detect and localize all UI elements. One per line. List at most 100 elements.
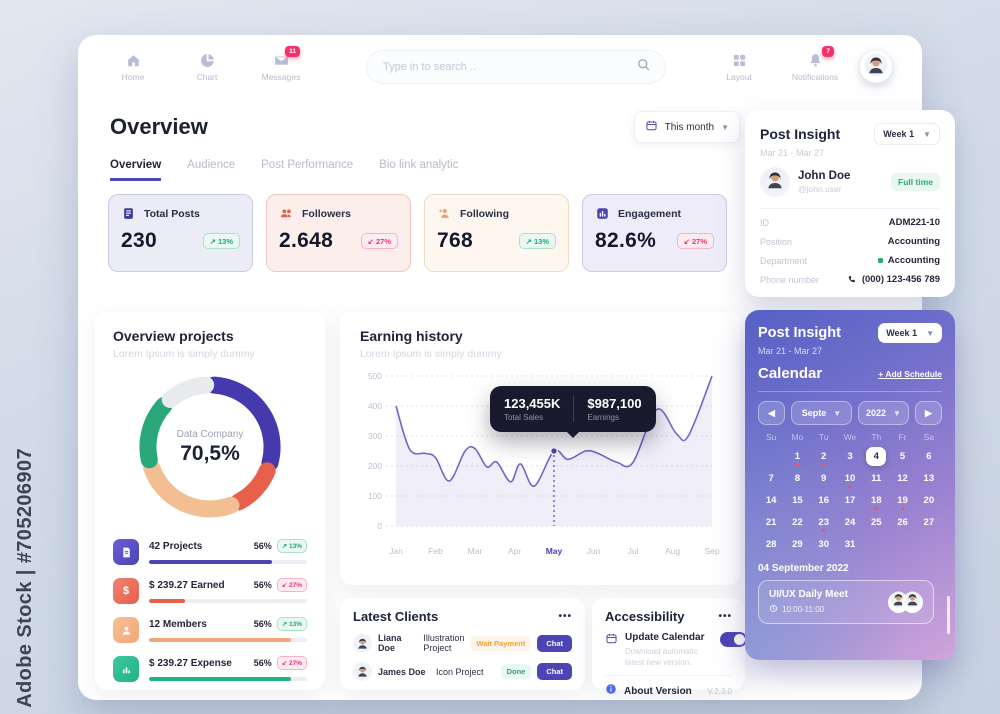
calendar-day-31[interactable]: 31 [844, 539, 856, 550]
calendar-day-21[interactable]: 21 [765, 517, 777, 528]
donut-chart: Data Company 70,5% [131, 368, 289, 526]
calendar-day-29[interactable]: 29 [792, 539, 803, 550]
stock-watermark: Adobe Stock | #705206907 [14, 448, 36, 708]
tab-overview[interactable]: Overview [110, 159, 162, 181]
calendar-day-17[interactable]: 17 [844, 495, 856, 506]
calendar-day-7[interactable]: 7 [768, 473, 774, 484]
chevron-down-icon: ▼ [833, 408, 842, 418]
insight-week-dropdown[interactable]: Week 1 ▼ [874, 123, 940, 145]
avatar [353, 633, 372, 653]
calendar-day-19[interactable]: 19 [889, 490, 915, 511]
calendar-day-28[interactable]: 28 [765, 539, 777, 550]
prev-month-button[interactable]: ◀ [758, 401, 785, 425]
year-dropdown[interactable]: 2022 ▼ [857, 401, 909, 425]
profile-handle: @john.user [798, 184, 842, 194]
divider [758, 391, 942, 392]
calendar-day-10[interactable]: 10 [837, 468, 863, 489]
members-icon [113, 617, 139, 643]
status-badge: Done [500, 664, 532, 679]
tooltip-divider [573, 396, 575, 422]
field-value: (000) 123-456 789 [847, 274, 940, 285]
tab-post-performance[interactable]: Post Performance [261, 159, 354, 171]
event-card[interactable]: UI/UX Daily Meet 10:00-11:00 [758, 580, 934, 624]
calendar-day-4[interactable]: 4 [863, 446, 889, 467]
calendar-day-22[interactable]: 22 [792, 517, 803, 528]
month-label: Septe [801, 408, 827, 418]
tab-bio-link-analytic[interactable]: Bio link analytic [379, 159, 459, 171]
calendar-day-9[interactable]: 9 [821, 473, 827, 484]
calendar-day-16[interactable]: 16 [818, 495, 829, 506]
topbar: Home Chart 11 Messages Layout 7 Notifica… [78, 35, 922, 99]
event-avatars [888, 591, 923, 613]
calendar-day-26[interactable]: 26 [897, 517, 908, 528]
calendar-day-6[interactable]: 6 [926, 451, 932, 462]
version-value: V.2.3.0 [707, 686, 732, 696]
tab-audience[interactable]: Audience [187, 159, 236, 171]
about-version-label[interactable]: About Version [624, 685, 692, 697]
user-avatar[interactable] [860, 51, 892, 83]
stat-card-engagement: Engagement 82.6% ↙ 27% [582, 194, 727, 272]
nav-label: Layout [726, 72, 752, 82]
calendar-day-1[interactable]: 1 [784, 446, 810, 467]
add-schedule-label: Add Schedule [885, 368, 942, 379]
project-row: $ 239.27 Expense 56% ↙ 27% [113, 656, 307, 682]
projects-subtitle: Lorem Ipsum is simply dummy [113, 348, 255, 360]
insight-fields: ID ADM221-10 Position Accounting Departm… [760, 217, 940, 285]
scrollbar[interactable] [947, 596, 950, 634]
update-calendar-toggle[interactable] [720, 632, 747, 647]
weekday-label: Th [871, 432, 882, 442]
calendar-day-11[interactable]: 11 [871, 473, 882, 484]
fulltime-badge: Full time [891, 173, 940, 191]
profile-avatar [760, 167, 790, 197]
clients-menu-icon[interactable]: ••• [558, 611, 572, 622]
nav-item-chart[interactable]: Chart [182, 52, 232, 82]
donut-segment-light-gray [161, 376, 215, 408]
nav-item-home[interactable]: Home [108, 52, 158, 82]
calendar-day-18[interactable]: 18 [863, 490, 889, 511]
post-insight-card: Post Insight Week 1 ▼ Mar 21 - Mar 27 Jo… [745, 110, 955, 297]
calendar-day-13[interactable]: 13 [923, 473, 935, 484]
calendar-day-5[interactable]: 5 [899, 451, 906, 462]
calendar-day-20[interactable]: 20 [923, 495, 935, 506]
avatar [353, 662, 372, 681]
period-dropdown[interactable]: This month ▼ [633, 111, 740, 143]
nav-left: Home Chart 11 Messages [108, 46, 306, 82]
trend-badge: ↙ 27% [360, 233, 398, 249]
insight-title: Post Insight [760, 126, 841, 142]
project-label: $ 239.27 Earned [149, 579, 225, 591]
calendar-day-24[interactable]: 24 [844, 517, 856, 528]
nav-item-notifications[interactable]: 7 Notifications [790, 46, 840, 82]
svg-text:May: May [546, 546, 563, 556]
update-calendar-desc: Download automatic latest new version. [625, 647, 698, 668]
month-dropdown[interactable]: Septe ▼ [791, 401, 852, 425]
avatar [902, 591, 923, 613]
search-input[interactable] [381, 60, 636, 74]
calendar-day-25[interactable]: 25 [870, 517, 882, 528]
nav-item-layout[interactable]: Layout [714, 52, 764, 82]
calendar-day-2[interactable]: 2 [811, 446, 837, 467]
calendar-day-3[interactable]: 3 [847, 451, 853, 462]
calendar-day-14[interactable]: 14 [765, 495, 777, 506]
add-schedule-link[interactable]: + Add Schedule [878, 368, 942, 379]
project-pct: 56% [253, 658, 272, 668]
calendar-day-12[interactable]: 12 [897, 473, 908, 484]
search-bar[interactable] [366, 50, 666, 84]
next-month-button[interactable]: ▶ [915, 401, 942, 425]
calendar-day-23[interactable]: 23 [811, 512, 837, 533]
svg-text:300: 300 [368, 431, 382, 441]
chart-tooltip: 123,455K Total Sales $987,100 Earnings [490, 386, 656, 438]
chat-button[interactable]: Chat [537, 634, 572, 652]
accessibility-menu-icon[interactable]: ••• [718, 611, 732, 622]
calendar-day-27[interactable]: 27 [923, 517, 935, 528]
calendar-day-30[interactable]: 30 [818, 539, 829, 550]
nav-item-messages[interactable]: 11 Messages [256, 46, 306, 82]
calendar-day-15[interactable]: 15 [792, 495, 803, 506]
calendar-day-8[interactable]: 8 [794, 473, 801, 484]
overview-projects-card: Overview projects Lorem Ipsum is simply … [95, 312, 325, 690]
stat-value: 82.6% [595, 229, 657, 252]
insight-field: ID ADM221-10 [760, 217, 940, 228]
calendar-week-dropdown[interactable]: Week 1 ▼ [878, 323, 942, 343]
chat-button[interactable]: Chat [537, 663, 572, 680]
insight-field: Phone number (000) 123-456 789 [760, 274, 940, 285]
projects-icon [113, 539, 139, 565]
